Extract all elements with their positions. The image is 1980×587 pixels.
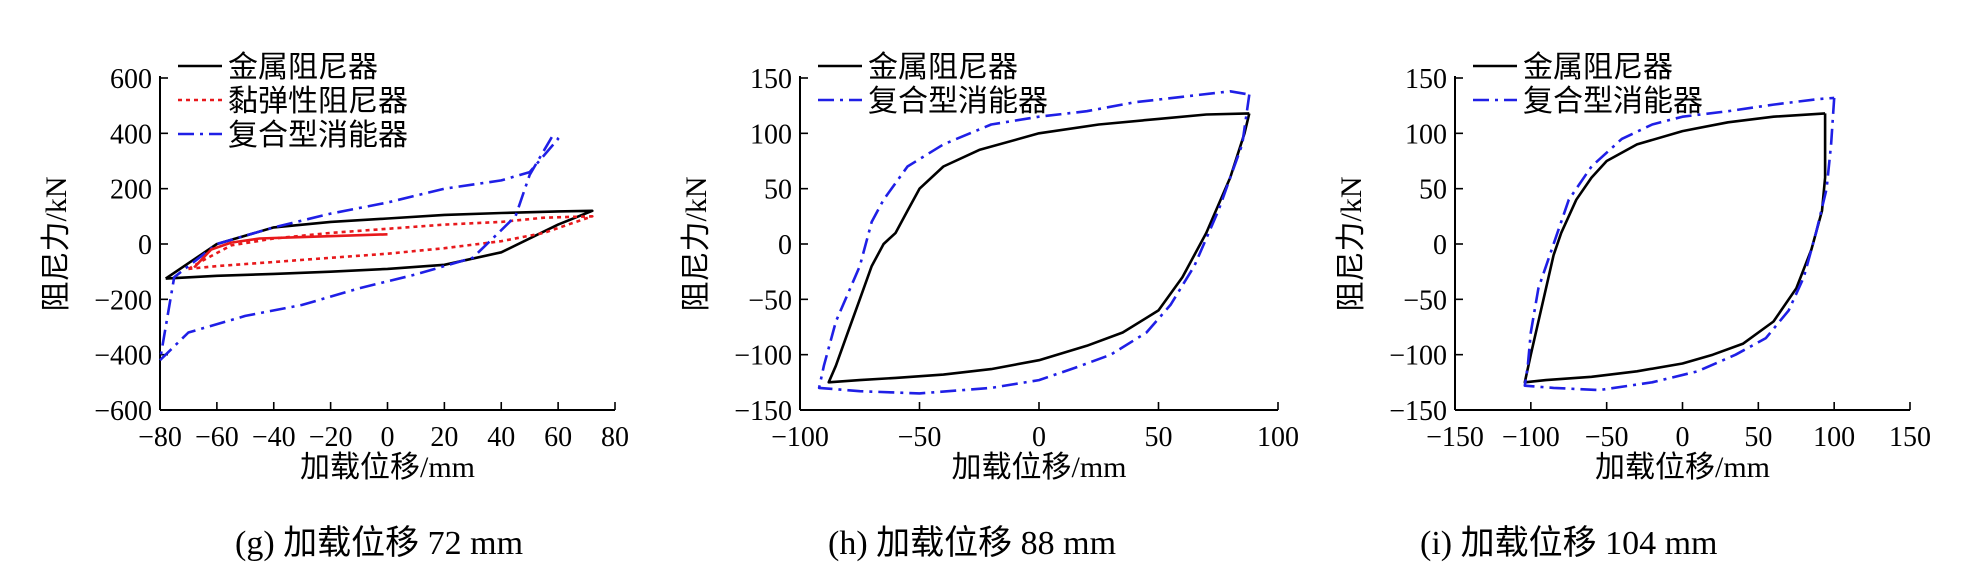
x-axis-title: 加载位移/mm (1595, 451, 1770, 484)
caption-i: (i) 加载位移 104 mm (1420, 525, 1718, 562)
y-tick-label: 50 (764, 175, 792, 206)
x-tick-label: 150 (1889, 422, 1931, 453)
x-tick-label: −60 (195, 422, 239, 453)
legend-label: 复合型消能器 (868, 85, 1048, 118)
y-tick-label: −600 (94, 396, 152, 427)
series-line (1523, 96, 1836, 392)
x-tick-label: −100 (771, 422, 829, 453)
y-tick-label: 600 (110, 64, 152, 95)
x-tick-label: 50 (1145, 422, 1173, 453)
x-tick-label: 100 (1813, 422, 1855, 453)
x-tick-label: 20 (430, 422, 458, 453)
x-tick-label: 40 (487, 422, 515, 453)
legend-label: 金属阻尼器 (228, 51, 378, 84)
series-line (817, 90, 1251, 395)
legend-label: 金属阻尼器 (868, 51, 1018, 84)
series-line (164, 209, 594, 280)
y-tick-label: −50 (748, 285, 792, 316)
series-line (193, 233, 388, 269)
x-axis-title: 加载位移/mm (300, 451, 475, 484)
series-line (187, 215, 594, 271)
y-tick-label: −150 (1389, 396, 1447, 427)
x-tick-label: −20 (309, 422, 353, 453)
x-tick-label: −50 (898, 422, 942, 453)
y-axis-title: 阻尼力/kN (680, 177, 713, 312)
series-line (1523, 112, 1827, 384)
legend-label: 黏弹性阻尼器 (228, 85, 408, 118)
y-tick-label: 0 (778, 230, 792, 261)
legend-label: 金属阻尼器 (1523, 51, 1673, 84)
y-tick-label: 150 (1405, 64, 1447, 95)
caption-h: (h) 加载位移 88 mm (828, 525, 1117, 562)
y-tick-label: 50 (1419, 175, 1447, 206)
y-tick-label: 100 (750, 119, 792, 150)
x-tick-label: 50 (1744, 422, 1772, 453)
x-axis-title: 加载位移/mm (951, 451, 1126, 484)
y-tick-label: −50 (1403, 285, 1447, 316)
x-tick-label: 60 (544, 422, 572, 453)
y-tick-label: −100 (734, 341, 792, 372)
y-tick-label: −150 (734, 396, 792, 427)
x-tick-label: −40 (252, 422, 296, 453)
y-tick-label: 100 (1405, 119, 1447, 150)
y-tick-label: 150 (750, 64, 792, 95)
x-tick-label: 0 (1676, 422, 1690, 453)
y-axis-title: 阻尼力/kN (1335, 177, 1368, 312)
x-tick-label: −100 (1502, 422, 1560, 453)
y-axis-title: 阻尼力/kN (40, 177, 73, 312)
x-tick-label: 80 (601, 422, 629, 453)
x-tick-label: −50 (1585, 422, 1629, 453)
y-tick-label: −100 (1389, 341, 1447, 372)
y-tick-label: 0 (138, 230, 152, 261)
y-tick-label: 0 (1433, 230, 1447, 261)
x-tick-label: 100 (1257, 422, 1299, 453)
x-tick-label: −150 (1426, 422, 1484, 453)
series-line (827, 112, 1251, 384)
x-tick-label: −80 (138, 422, 182, 453)
y-tick-label: −400 (94, 341, 152, 372)
caption-g: (g) 加载位移 72 mm (235, 525, 524, 562)
series-line (158, 134, 560, 362)
y-tick-label: 400 (110, 119, 152, 150)
x-tick-label: 0 (1032, 422, 1046, 453)
legend-label: 复合型消能器 (228, 119, 408, 152)
y-tick-label: 200 (110, 175, 152, 206)
legend-label: 复合型消能器 (1523, 85, 1703, 118)
x-tick-label: 0 (381, 422, 395, 453)
y-tick-label: −200 (94, 285, 152, 316)
